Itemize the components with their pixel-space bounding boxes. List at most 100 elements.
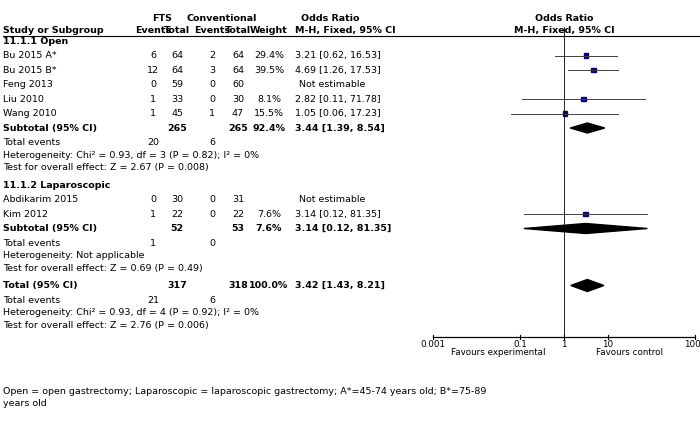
Bar	[591, 68, 596, 72]
Text: Total events: Total events	[3, 138, 60, 147]
Text: Total: Total	[164, 25, 190, 35]
Text: Favours experimental: Favours experimental	[452, 348, 546, 357]
Text: Test for overall effect: Z = 2.76 (P = 0.006): Test for overall effect: Z = 2.76 (P = 0…	[3, 321, 209, 330]
Text: 265: 265	[167, 124, 187, 132]
Text: 11.1.1 Open: 11.1.1 Open	[3, 36, 69, 46]
Text: Liu 2010: Liu 2010	[3, 94, 44, 104]
Text: 6: 6	[150, 51, 156, 60]
Text: 47: 47	[232, 109, 244, 118]
Text: 31: 31	[232, 195, 244, 204]
Text: 3.44 [1.39, 8.54]: 3.44 [1.39, 8.54]	[295, 124, 385, 132]
Text: 30: 30	[232, 94, 244, 104]
Text: Test for overall effect: Z = 2.67 (P = 0.008): Test for overall effect: Z = 2.67 (P = 0…	[3, 163, 209, 172]
Text: 64: 64	[171, 66, 183, 74]
Text: Heterogeneity: Not applicable: Heterogeneity: Not applicable	[3, 251, 144, 260]
Text: 60: 60	[232, 80, 244, 89]
Text: 1000: 1000	[684, 340, 700, 349]
Text: 0.1: 0.1	[514, 340, 527, 349]
Text: 3.14 [0.12, 81.35]: 3.14 [0.12, 81.35]	[295, 224, 391, 233]
Text: 20: 20	[147, 138, 159, 147]
Polygon shape	[570, 280, 604, 291]
Text: 3.21 [0.62, 16.53]: 3.21 [0.62, 16.53]	[295, 51, 381, 60]
Text: 59: 59	[171, 80, 183, 89]
Text: 2: 2	[209, 51, 215, 60]
Text: 317: 317	[167, 281, 187, 290]
Text: 318: 318	[228, 281, 248, 290]
Text: Odds Ratio: Odds Ratio	[535, 14, 594, 22]
Text: 8.1%: 8.1%	[257, 94, 281, 104]
Text: Bu 2015 B*: Bu 2015 B*	[3, 66, 57, 74]
Text: 0: 0	[150, 80, 156, 89]
Text: Subtotal (95% CI): Subtotal (95% CI)	[3, 224, 97, 233]
Text: 64: 64	[171, 51, 183, 60]
Text: 22: 22	[171, 209, 183, 219]
Text: Favours control: Favours control	[596, 348, 663, 357]
Text: 64: 64	[232, 66, 244, 74]
Text: Total: Total	[225, 25, 251, 35]
Text: Kim 2012: Kim 2012	[3, 209, 48, 219]
Text: 0: 0	[209, 80, 215, 89]
Text: 12: 12	[147, 66, 159, 74]
Text: 1: 1	[150, 209, 156, 219]
Text: 1: 1	[150, 94, 156, 104]
Text: 39.5%: 39.5%	[254, 66, 284, 74]
Bar	[582, 97, 586, 101]
Text: 265: 265	[228, 124, 248, 132]
Polygon shape	[570, 123, 605, 133]
Text: Not estimable: Not estimable	[299, 80, 365, 89]
Text: 29.4%: 29.4%	[254, 51, 284, 60]
Text: Weight: Weight	[250, 25, 288, 35]
Text: Feng 2013: Feng 2013	[3, 80, 53, 89]
Text: Events: Events	[135, 25, 171, 35]
Text: Subtotal (95% CI): Subtotal (95% CI)	[3, 124, 97, 132]
Text: 1: 1	[150, 109, 156, 118]
Text: 22: 22	[232, 209, 244, 219]
Text: Abdikarim 2015: Abdikarim 2015	[3, 195, 78, 204]
Text: Test for overall effect: Z = 0.69 (P = 0.49): Test for overall effect: Z = 0.69 (P = 0…	[3, 264, 203, 272]
Text: 6: 6	[209, 296, 215, 305]
Text: 0: 0	[209, 195, 215, 204]
Text: Study or Subgroup: Study or Subgroup	[3, 25, 104, 35]
Text: 3.42 [1.43, 8.21]: 3.42 [1.43, 8.21]	[295, 281, 385, 290]
Text: Heterogeneity: Chi² = 0.93, df = 4 (P = 0.92); I² = 0%: Heterogeneity: Chi² = 0.93, df = 4 (P = …	[3, 308, 259, 317]
Text: Total events: Total events	[3, 296, 60, 305]
Text: 1.05 [0.06, 17.23]: 1.05 [0.06, 17.23]	[295, 109, 381, 118]
Text: 3: 3	[209, 66, 215, 74]
Text: 4.69 [1.26, 17.53]: 4.69 [1.26, 17.53]	[295, 66, 381, 74]
Text: Wang 2010: Wang 2010	[3, 109, 57, 118]
Bar	[563, 111, 567, 116]
Text: Bu 2015 A*: Bu 2015 A*	[3, 51, 57, 60]
Text: Not estimable: Not estimable	[299, 195, 365, 204]
Text: M-H, Fixed, 95% CI: M-H, Fixed, 95% CI	[514, 25, 615, 35]
Text: 10: 10	[602, 340, 613, 349]
Bar	[583, 212, 588, 216]
Text: 45: 45	[171, 109, 183, 118]
Text: 0: 0	[209, 239, 215, 247]
Text: Total events: Total events	[3, 239, 60, 247]
Text: 0: 0	[209, 209, 215, 219]
Text: 1: 1	[209, 109, 215, 118]
Text: Events: Events	[194, 25, 230, 35]
Text: 0: 0	[150, 195, 156, 204]
Text: 64: 64	[232, 51, 244, 60]
Text: 3.14 [0.12, 81.35]: 3.14 [0.12, 81.35]	[295, 209, 381, 219]
Text: 30: 30	[171, 195, 183, 204]
Text: FTS: FTS	[152, 14, 172, 22]
Text: 53: 53	[232, 224, 244, 233]
Text: 0: 0	[209, 94, 215, 104]
Text: 2.82 [0.11, 71.78]: 2.82 [0.11, 71.78]	[295, 94, 381, 104]
Text: 11.1.2 Laparoscopic: 11.1.2 Laparoscopic	[3, 181, 111, 190]
Text: Open = open gastrectomy; Laparoscopic = laparoscopic gastrectomy; A*=45-74 years: Open = open gastrectomy; Laparoscopic = …	[3, 387, 486, 396]
Text: 1: 1	[561, 340, 567, 349]
Text: 7.6%: 7.6%	[256, 224, 282, 233]
Text: 21: 21	[147, 296, 159, 305]
Polygon shape	[524, 223, 648, 233]
Text: 6: 6	[209, 138, 215, 147]
Text: Odds Ratio: Odds Ratio	[301, 14, 359, 22]
Text: 0.001: 0.001	[421, 340, 445, 349]
Text: 33: 33	[171, 94, 183, 104]
Text: Heterogeneity: Chi² = 0.93, df = 3 (P = 0.82); I² = 0%: Heterogeneity: Chi² = 0.93, df = 3 (P = …	[3, 151, 259, 159]
Text: 92.4%: 92.4%	[253, 124, 286, 132]
Text: 1: 1	[150, 239, 156, 247]
Text: Conventional: Conventional	[187, 14, 257, 22]
